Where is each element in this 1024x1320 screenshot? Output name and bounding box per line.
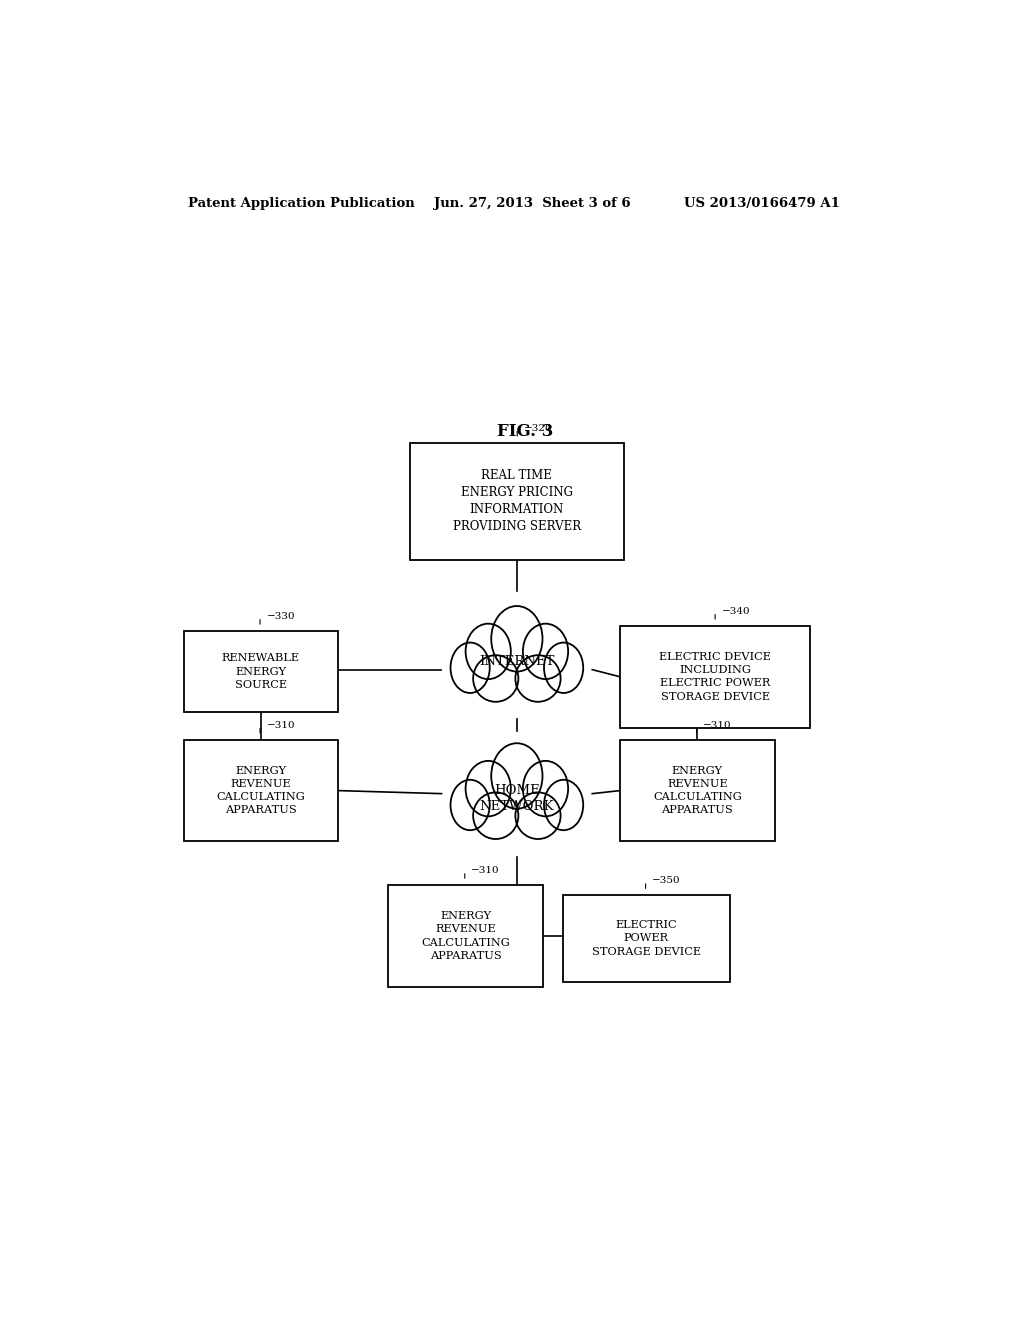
Ellipse shape — [473, 792, 518, 840]
Ellipse shape — [492, 606, 543, 672]
Text: −310: −310 — [266, 721, 295, 730]
FancyBboxPatch shape — [620, 739, 775, 841]
Ellipse shape — [515, 792, 560, 840]
Text: ENERGY
REVENUE
CALCULATING
APPARATUS: ENERGY REVENUE CALCULATING APPARATUS — [216, 766, 305, 816]
Ellipse shape — [486, 638, 547, 688]
Text: −340: −340 — [722, 607, 750, 615]
Ellipse shape — [451, 643, 489, 693]
Text: ELECTRIC
POWER
STORAGE DEVICE: ELECTRIC POWER STORAGE DEVICE — [592, 920, 700, 957]
Text: RENEWABLE
ENERGY
SOURCE: RENEWABLE ENERGY SOURCE — [222, 653, 300, 690]
Text: INTERNET: INTERNET — [479, 655, 555, 668]
Text: HOME
NETWORK: HOME NETWORK — [479, 784, 554, 813]
Text: −310: −310 — [471, 866, 500, 875]
FancyBboxPatch shape — [563, 895, 729, 982]
Text: −310: −310 — [702, 721, 731, 730]
Ellipse shape — [486, 775, 547, 825]
Text: −350: −350 — [652, 876, 681, 886]
FancyBboxPatch shape — [388, 886, 543, 987]
Ellipse shape — [544, 780, 584, 830]
Ellipse shape — [523, 760, 568, 816]
Text: REAL TIME
ENERGY PRICING
INFORMATION
PROVIDING SERVER: REAL TIME ENERGY PRICING INFORMATION PRO… — [453, 470, 581, 533]
Text: −320: −320 — [523, 424, 552, 433]
Ellipse shape — [473, 655, 518, 702]
Ellipse shape — [523, 623, 568, 678]
Ellipse shape — [466, 623, 511, 678]
Ellipse shape — [544, 643, 584, 693]
Text: −330: −330 — [266, 612, 295, 620]
Ellipse shape — [492, 743, 543, 809]
FancyBboxPatch shape — [410, 444, 624, 560]
Ellipse shape — [466, 760, 511, 816]
FancyBboxPatch shape — [183, 631, 338, 713]
Text: ELECTRIC DEVICE
INCLUDING
ELECTRIC POWER
STORAGE DEVICE: ELECTRIC DEVICE INCLUDING ELECTRIC POWER… — [659, 652, 771, 701]
Text: Jun. 27, 2013  Sheet 3 of 6: Jun. 27, 2013 Sheet 3 of 6 — [433, 197, 630, 210]
Text: FIG. 3: FIG. 3 — [497, 422, 553, 440]
Ellipse shape — [515, 655, 560, 702]
Text: ENERGY
REVENUE
CALCULATING
APPARATUS: ENERGY REVENUE CALCULATING APPARATUS — [653, 766, 741, 816]
Text: Patent Application Publication: Patent Application Publication — [187, 197, 415, 210]
Text: ENERGY
REVENUE
CALCULATING
APPARATUS: ENERGY REVENUE CALCULATING APPARATUS — [421, 911, 510, 961]
Text: US 2013/0166479 A1: US 2013/0166479 A1 — [684, 197, 840, 210]
FancyBboxPatch shape — [620, 626, 811, 727]
Ellipse shape — [451, 780, 489, 830]
FancyBboxPatch shape — [183, 739, 338, 841]
